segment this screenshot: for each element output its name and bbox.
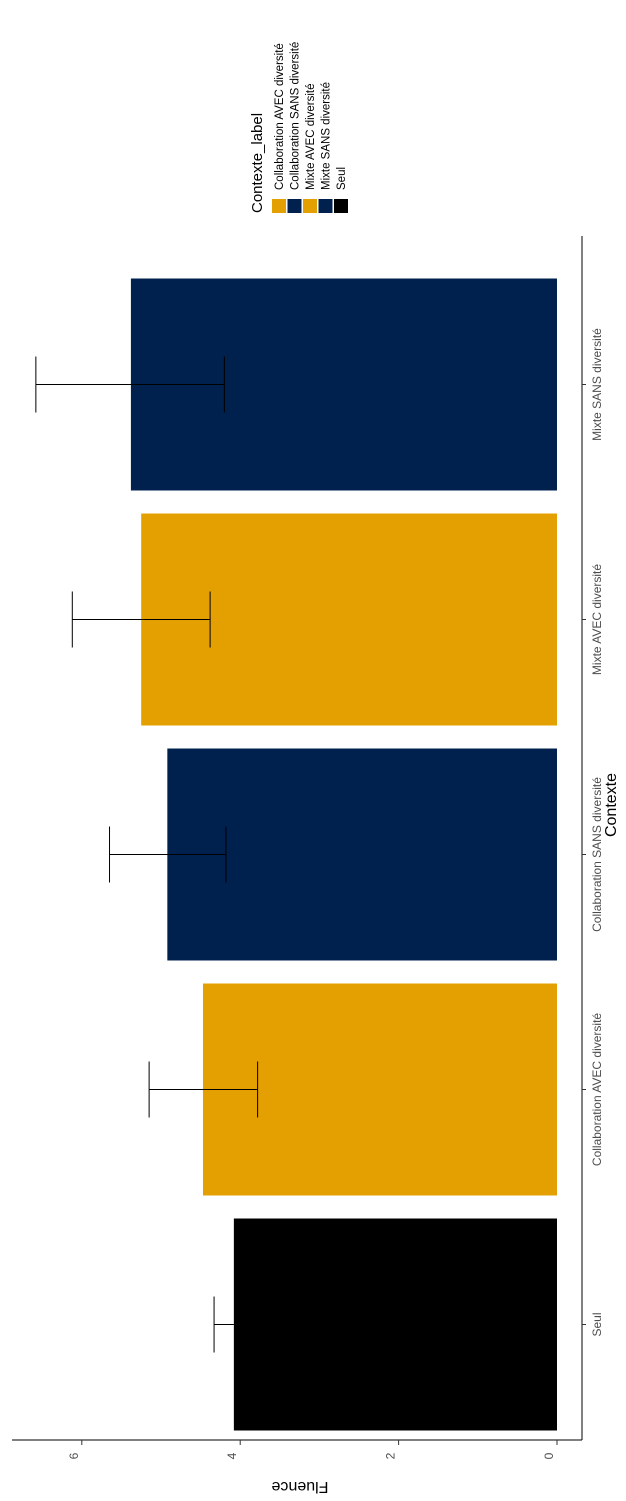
- legend-label: Seul: [336, 167, 348, 190]
- x-axis-title: Contexte: [603, 773, 620, 837]
- legend-swatch: [334, 199, 348, 213]
- category-tick-label: Mixte AVEC diversité: [590, 564, 604, 675]
- bar: [202, 983, 557, 1196]
- value-tick-label: 4: [225, 1452, 239, 1459]
- legend-label: Collaboration AVEC diversité: [274, 43, 286, 190]
- legend-label: Mixte AVEC diversité: [305, 83, 317, 190]
- legend-swatch: [303, 199, 317, 213]
- error-bars-layer: [35, 356, 259, 1353]
- legend-swatch: [318, 199, 333, 213]
- legend: Contexte_label Collaboration AVEC divers…: [249, 42, 348, 213]
- legend-title: Contexte_label: [249, 113, 266, 213]
- y-axis-title: Fluence: [271, 1478, 328, 1495]
- value-tick-label: 6: [67, 1452, 81, 1459]
- category-tick-label: Mixte SANS diversité: [590, 328, 604, 441]
- category-tick-label: Collaboration AVEC diversité: [590, 1013, 604, 1167]
- ticks-layer: Seul Collaboration AVEC diversité Collabor…: [67, 328, 604, 1460]
- bar: [167, 748, 557, 961]
- category-tick-label: Collaboration SANS diversité: [590, 777, 604, 932]
- legend-label: Collaboration SANS diversité: [290, 42, 302, 190]
- bar: [233, 1218, 557, 1431]
- value-tick-label: 0: [542, 1452, 556, 1459]
- value-tick-label: 2: [384, 1452, 398, 1459]
- axes-layer: [12, 236, 583, 1441]
- category-tick-label: Seul: [590, 1312, 604, 1336]
- legend-label: Mixte SANS diversité: [321, 82, 333, 190]
- legend-swatch: [272, 199, 286, 213]
- legend-swatch: [287, 199, 302, 213]
